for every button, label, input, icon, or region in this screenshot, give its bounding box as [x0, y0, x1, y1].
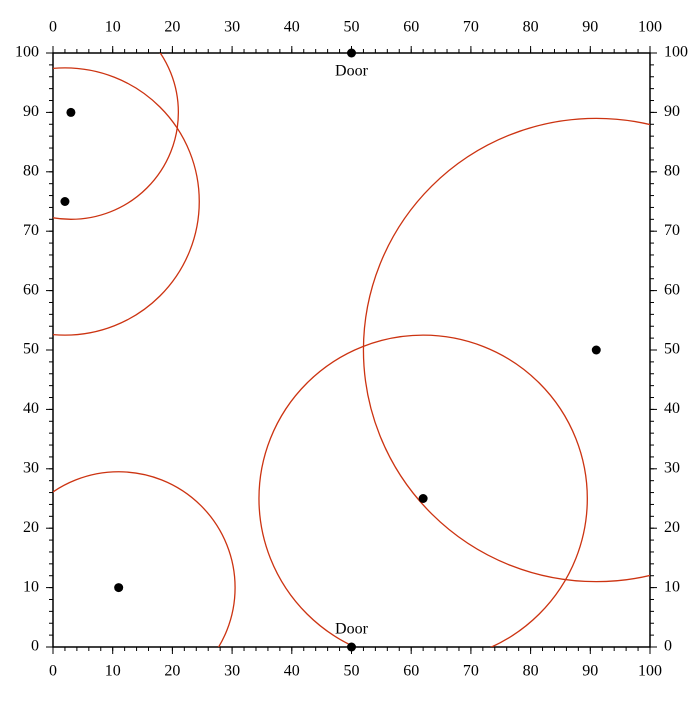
y-tick-label: 60 — [23, 281, 39, 298]
y-tick-label: 20 — [23, 519, 39, 536]
range-circle — [362, 117, 650, 583]
y-tick-label: 50 — [23, 341, 39, 358]
y-tick-label: 30 — [23, 459, 39, 476]
x-tick-label: 10 — [105, 663, 121, 680]
range-circle — [53, 67, 200, 336]
x-tick-label: 80 — [523, 663, 539, 680]
y-tick-label: 100 — [15, 44, 39, 61]
x-tick-label-top: 80 — [523, 19, 539, 36]
y-tick-label: 70 — [23, 222, 39, 239]
y-tick-label: 80 — [23, 162, 39, 179]
y-tick-label-right: 10 — [664, 578, 680, 595]
circles — [53, 53, 650, 647]
y-tick-label: 90 — [23, 103, 39, 120]
y-tick-label-right: 0 — [664, 638, 672, 655]
y-tick-label: 0 — [31, 638, 39, 655]
x-tick-label: 60 — [403, 663, 419, 680]
x-tick-label-top: 90 — [582, 19, 598, 36]
x-tick-label: 40 — [284, 663, 300, 680]
x-tick-label: 0 — [49, 663, 57, 680]
x-tick-label-top: 60 — [403, 19, 419, 36]
y-tick-label-right: 50 — [664, 341, 680, 358]
x-tick-label-top: 40 — [284, 19, 300, 36]
door-point — [347, 48, 356, 58]
y-tick-label-right: 70 — [664, 222, 680, 239]
x-tick-label: 70 — [463, 663, 479, 680]
y-tick-label-right: 80 — [664, 162, 680, 179]
point — [114, 583, 124, 593]
door-label: Door — [335, 63, 369, 80]
x-tick-label-top: 0 — [49, 19, 57, 36]
x-tick-label: 30 — [224, 663, 240, 680]
y-tick-label-right: 30 — [664, 459, 680, 476]
x-tick-label-top: 10 — [105, 19, 121, 36]
y-tick-label-right: 40 — [664, 400, 680, 417]
y-tick-label: 40 — [23, 400, 39, 417]
x-tick-label-top: 50 — [344, 19, 360, 36]
door-point — [347, 642, 356, 652]
y-tick-label-right: 100 — [664, 44, 688, 61]
point — [591, 345, 601, 355]
x-tick-label: 50 — [344, 663, 360, 680]
x-tick-label-top: 70 — [463, 19, 479, 36]
y-tick-label-right: 20 — [664, 519, 680, 536]
point — [66, 107, 76, 117]
x-tick-label-top: 20 — [164, 19, 180, 36]
y-tick-label: 10 — [23, 578, 39, 595]
y-tick-label-right: 60 — [664, 281, 680, 298]
y-tick-label-right: 90 — [664, 103, 680, 120]
point — [60, 197, 70, 206]
range-circle — [53, 53, 179, 220]
x-tick-label-top: 100 — [638, 19, 662, 36]
door-label: Door — [335, 621, 369, 638]
x-tick-label-top: 30 — [224, 19, 240, 36]
range-circle — [258, 334, 588, 647]
x-tick-label: 100 — [638, 663, 662, 680]
range-circle — [53, 471, 236, 647]
x-tick-label: 90 — [582, 663, 598, 680]
point — [418, 494, 428, 503]
plot-frame — [52, 52, 651, 648]
x-tick-label: 20 — [164, 663, 180, 680]
